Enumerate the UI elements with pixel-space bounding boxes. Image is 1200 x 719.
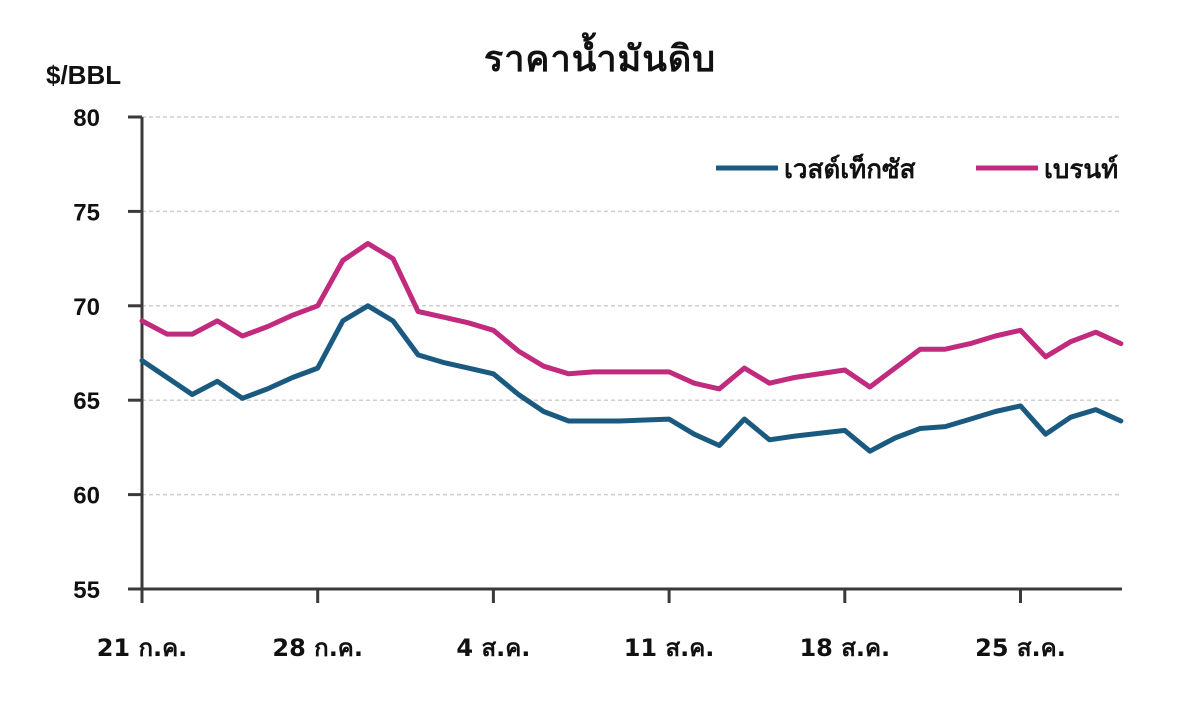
y-tick-label: 75	[73, 199, 100, 226]
brent-series-line	[139, 241, 1124, 392]
y-tick-label: 65	[73, 388, 100, 415]
y-tick-label: 70	[73, 294, 100, 321]
y-axis-unit-label: $/BBL	[46, 60, 122, 90]
chart-title: ราคาน้ำมันดิบ	[483, 39, 717, 80]
x-tick-label: 21 ก.ค.	[97, 634, 188, 662]
y-axis-ticks: 55 60 65 70 75 80	[73, 105, 142, 604]
gridlines	[142, 116, 1122, 496]
y-tick-label: 55	[73, 577, 100, 604]
x-tick-label: 4 ส.ค.	[456, 634, 530, 662]
legend-wti-label: เวสต์เท็กซัส	[784, 153, 916, 185]
y-tick-label: 60	[73, 483, 100, 510]
x-tick-label: 28 ก.ค.	[272, 634, 363, 662]
legend-brent-label: เบรนท์	[1044, 154, 1118, 185]
legend: เวสต์เท็กซัส เบรนท์	[716, 153, 1118, 185]
x-axis-ticks: 21 ก.ค. 28 ก.ค. 4 ส.ค. 11 ส.ค. 18 ส.ค. 25 ส.ค…	[97, 589, 1066, 662]
y-tick-label: 80	[73, 105, 100, 132]
x-tick-label: 25 ส.ค.	[975, 634, 1066, 662]
x-tick-label: 11 ส.ค.	[624, 634, 715, 662]
x-tick-label: 18 ส.ค.	[799, 634, 890, 662]
wti-series-line	[139, 303, 1124, 454]
